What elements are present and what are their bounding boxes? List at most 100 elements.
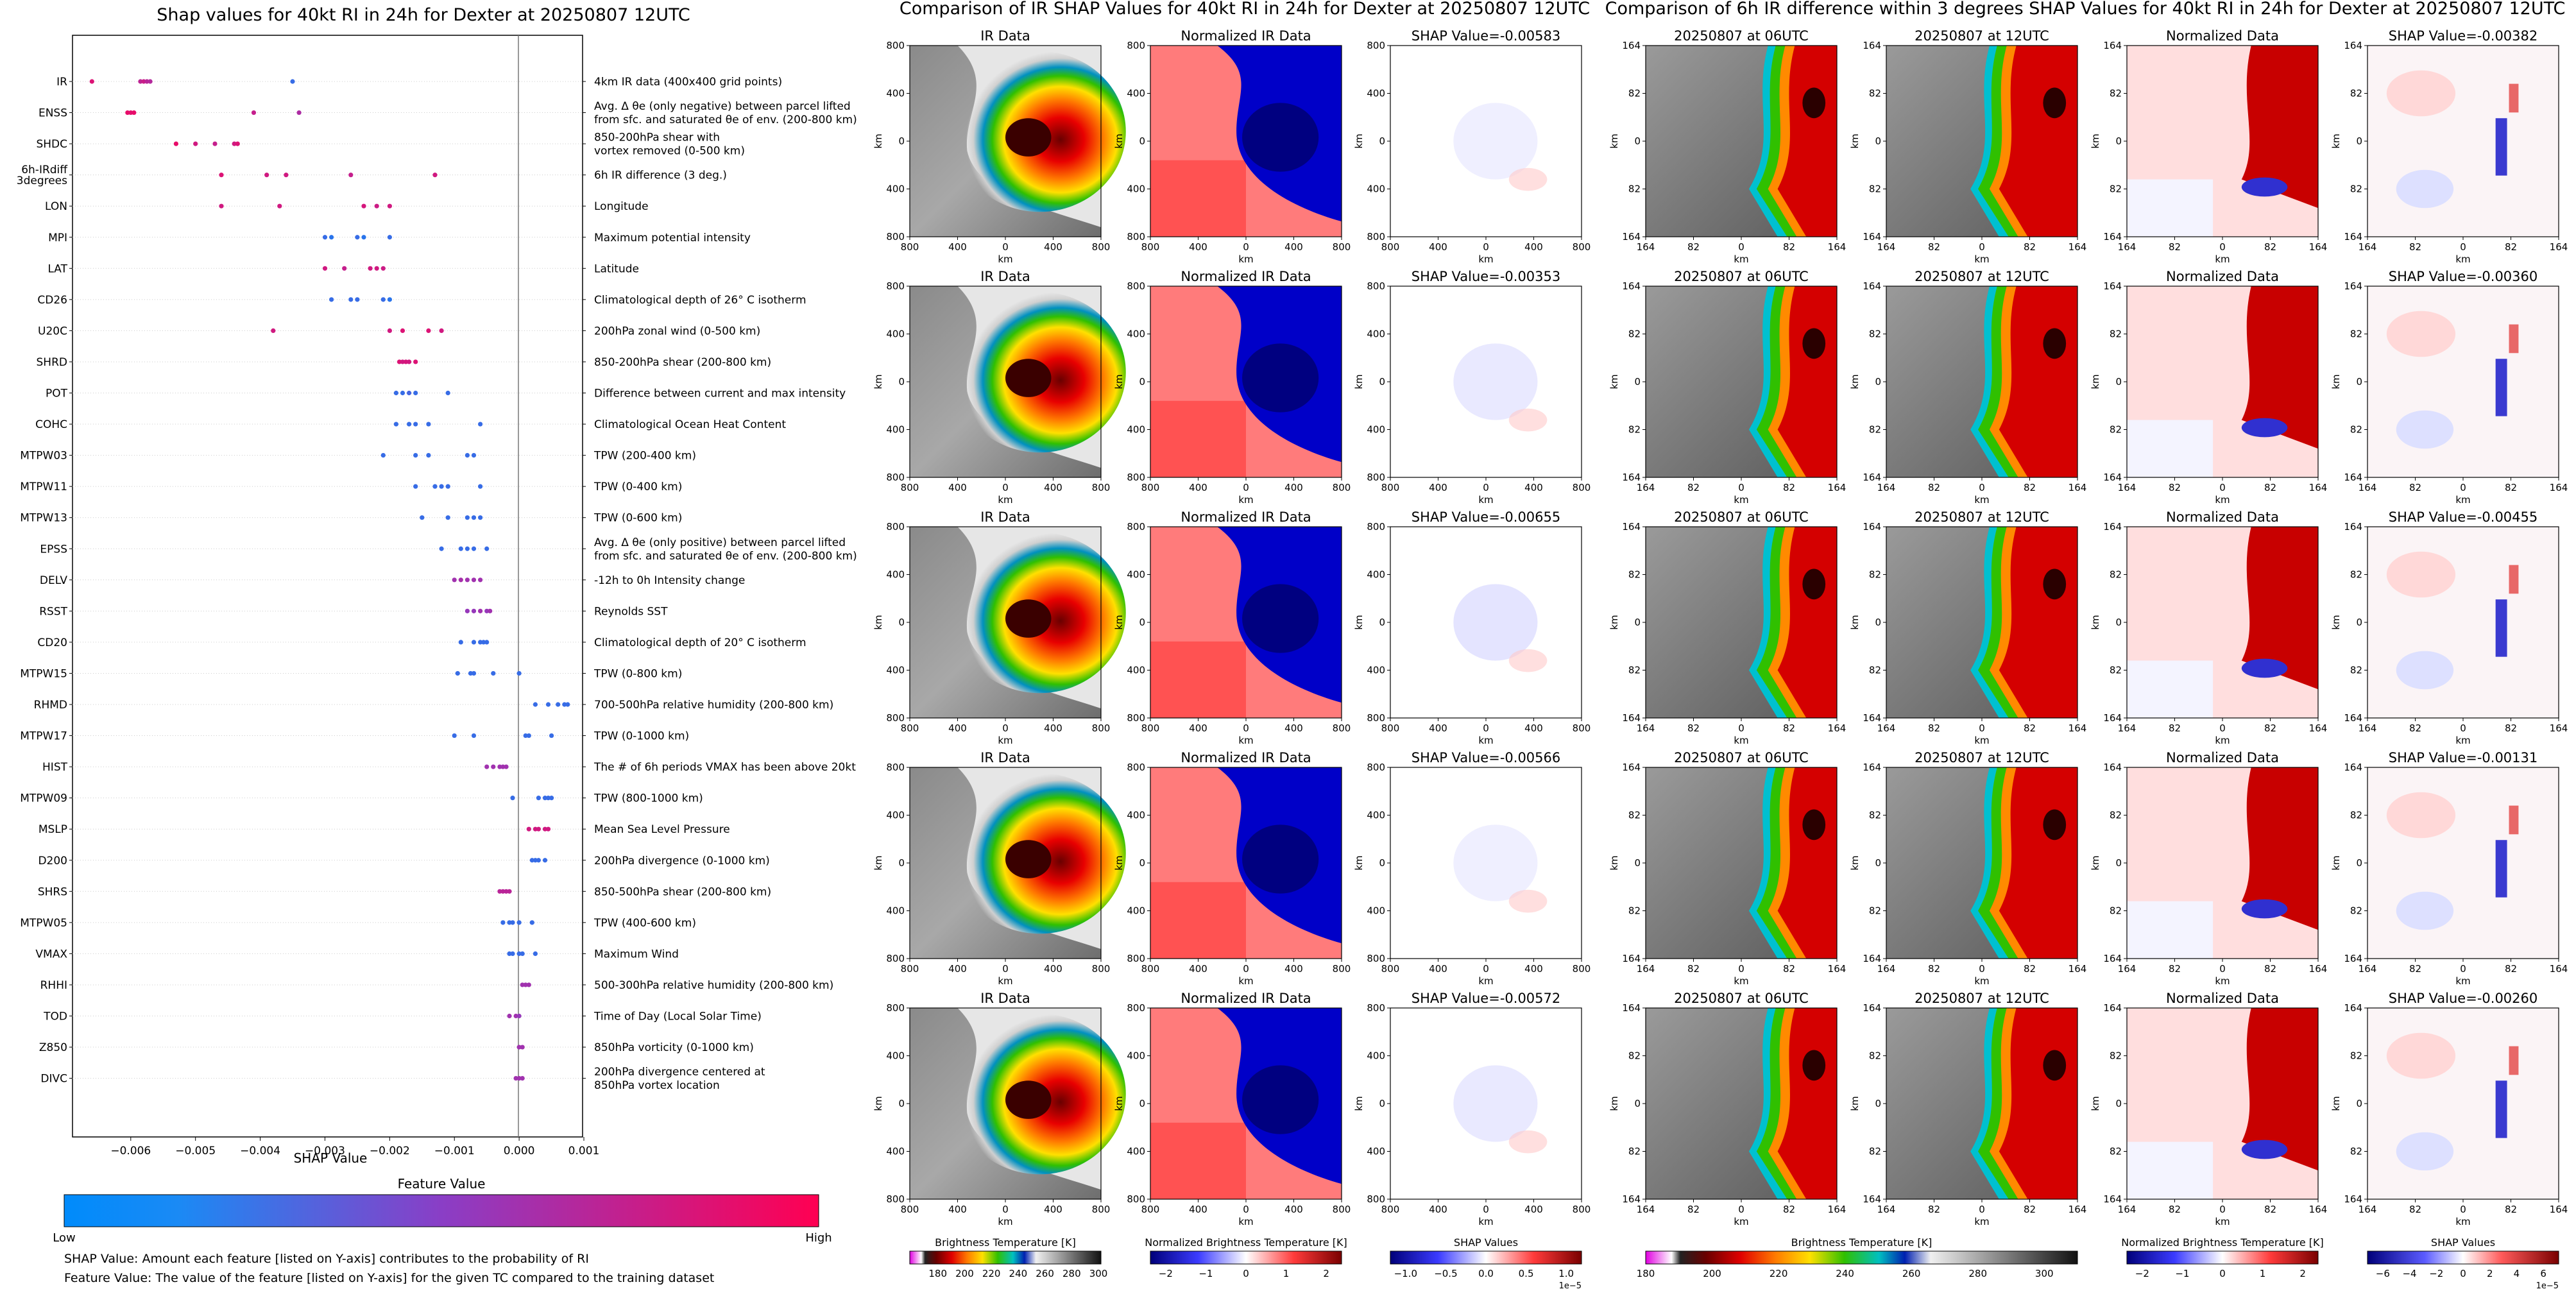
- x-tick-label: 82: [2505, 241, 2517, 253]
- x-axis-label: km: [1734, 253, 1748, 265]
- shap-point: [400, 359, 405, 364]
- feature-label: SHRD: [37, 356, 67, 369]
- y-tick-label: 82: [2110, 905, 2122, 917]
- y-tick-label: 0: [898, 617, 905, 628]
- x-tick-label: 164: [1828, 963, 1847, 975]
- colorbar-tick-label: 260: [1036, 1268, 1054, 1279]
- shap-point: [533, 858, 538, 863]
- y-tick-label: 0: [898, 857, 905, 869]
- shap-point: [545, 826, 551, 832]
- diff-shap-blue-streak: [2495, 599, 2507, 657]
- colorbar-label: Brightness Temperature [K]: [935, 1236, 1076, 1249]
- x-tick-label: 164: [1637, 482, 1655, 493]
- x-tick-label: 82: [2505, 963, 2517, 975]
- feature-description: TPW (400-600 km): [593, 917, 696, 930]
- y-tick-label: 800: [886, 231, 905, 243]
- x-tick-label: 0: [1738, 482, 1744, 493]
- x-axis-label: km: [2455, 494, 2470, 506]
- y-tick-label: 82: [2110, 665, 2122, 676]
- panel-title: Normalized Data: [2166, 509, 2279, 525]
- shap-beeswarm-chart: Shap values for 40kt RI in 24h for Dexte…: [17, 5, 857, 1285]
- feature-description: TPW (0-600 km): [593, 512, 682, 525]
- y-tick-label: 800: [1367, 521, 1385, 533]
- x-tick-label: 164: [1828, 1204, 1847, 1215]
- y-tick-label: 800: [1127, 953, 1145, 964]
- y-tick-label: 82: [1869, 569, 1881, 581]
- shap-point: [284, 173, 289, 178]
- ir-diff-comparison-panel: Comparison of 6h IR difference within 3 …: [1605, 0, 2568, 1289]
- x-tick-label: 82: [2024, 1204, 2036, 1215]
- y-axis-label: km: [2090, 855, 2101, 870]
- shap-point: [374, 266, 379, 271]
- feature-description: 200hPa divergence (0-1000 km): [594, 855, 770, 867]
- y-tick-label: 400: [1127, 905, 1145, 917]
- y-tick-label: 0: [1139, 857, 1145, 869]
- x-tick-label: 800: [901, 722, 919, 734]
- x-tick-label: 400: [1284, 722, 1303, 734]
- panel-title: SHAP Value=-0.00566: [1412, 750, 1561, 765]
- feature-description: 850-500hPa shear (200-800 km): [594, 885, 771, 898]
- colorbar-low-label: Low: [53, 1231, 75, 1245]
- shap-point: [322, 266, 328, 271]
- panel-title: SHAP Value=-0.00260: [2389, 991, 2538, 1006]
- x-tick-label: 164: [2068, 482, 2087, 493]
- shap-row: DIVC 200hPa divergence centered at850hPa …: [40, 1066, 765, 1092]
- diff-norm-light-area: [2127, 1141, 2213, 1199]
- feature-label: IR: [56, 76, 67, 89]
- shap-point: [452, 577, 457, 583]
- shap-point: [523, 982, 528, 987]
- y-tick-label: 400: [1127, 329, 1145, 340]
- shap-point: [432, 173, 438, 178]
- diff-shap-red-streak: [2509, 565, 2519, 594]
- y-tick-label: 82: [1869, 329, 1881, 340]
- x-axis-label: km: [1478, 494, 1493, 506]
- x-tick-label: 164: [2358, 722, 2377, 734]
- diff-dark-center: [1802, 328, 1826, 359]
- x-axis-label: km: [1974, 975, 1989, 987]
- diff-shap-blue-streak: [2495, 1080, 2507, 1138]
- diff-shap-blue-streak: [2495, 840, 2507, 898]
- y-tick-label: 800: [1127, 521, 1145, 533]
- feature-label: MTPW17: [20, 730, 67, 743]
- colorbar-tick-label: −1.0: [1394, 1268, 1417, 1279]
- panel-title: Normalized IR Data: [1181, 509, 1311, 525]
- x-tick-label: 164: [1828, 722, 1847, 734]
- x-tick-label: 164: [2358, 963, 2377, 975]
- diff-row: 20250807 at 06UTC1641648282008282164164k…: [1608, 750, 2568, 987]
- x-axis-label: km: [998, 494, 1012, 506]
- feature-description: Climatological depth of 20° C isotherm: [594, 636, 806, 649]
- y-tick-label: 800: [1127, 712, 1145, 724]
- diff-shap-blue-streak: [2495, 118, 2507, 176]
- colorbar-tick-label: 240: [1009, 1268, 1028, 1279]
- colorbar-tick-label: 1.0: [1558, 1268, 1574, 1279]
- shap-point: [526, 733, 531, 738]
- shap-point: [516, 1076, 522, 1081]
- panel-title: 20250807 at 06UTC: [1674, 991, 1809, 1006]
- shap-point: [420, 515, 425, 520]
- diff-row: 20250807 at 06UTC1641648282008282164164k…: [1608, 269, 2568, 506]
- x-tick-label: 82: [2024, 722, 2036, 734]
- y-tick-label: 82: [1628, 665, 1641, 676]
- y-axis-label: km: [2090, 1096, 2101, 1111]
- x-tick-label: 400: [1189, 963, 1207, 975]
- y-tick-label: 800: [886, 1193, 905, 1205]
- shap-point: [439, 328, 444, 333]
- colorbar-tick-label: 2: [1323, 1268, 1329, 1279]
- y-tick-label: 0: [2115, 135, 2122, 147]
- y-tick-label: 82: [1628, 184, 1641, 195]
- y-tick-label: 400: [1367, 329, 1385, 340]
- feature-label: MTPW13: [20, 512, 67, 525]
- shap-point: [507, 889, 512, 894]
- colorbar-tick-label: 0.5: [1519, 1268, 1534, 1279]
- y-tick-label: 82: [1869, 1050, 1881, 1062]
- y-tick-label: 0: [1634, 857, 1641, 869]
- x-tick-label: 82: [2169, 241, 2181, 253]
- x-tick-label: 400: [1429, 482, 1447, 493]
- shap-point: [529, 858, 534, 863]
- x-tick-label: 0: [1002, 963, 1009, 975]
- colorbar-tick-label: 0: [1243, 1268, 1249, 1279]
- shap-row: IR 4km IR data (400x400 grid points): [56, 76, 782, 89]
- shap-row: POT Difference between current and max in…: [46, 388, 846, 400]
- y-tick-label: 164: [1622, 280, 1641, 292]
- y-tick-label: 82: [2350, 1050, 2362, 1062]
